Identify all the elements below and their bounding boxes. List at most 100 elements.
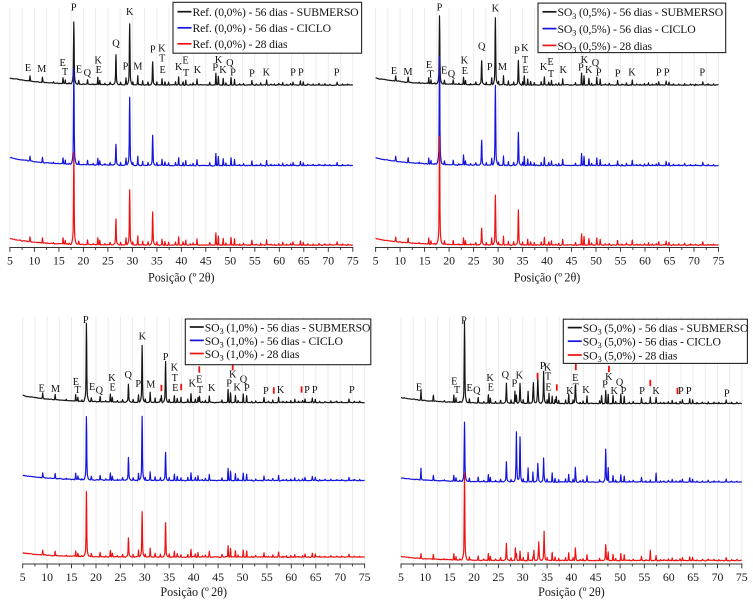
svg-text:P: P	[244, 383, 250, 394]
svg-text:K: K	[652, 386, 660, 397]
svg-text:70: 70	[712, 570, 724, 584]
svg-text:T: T	[183, 68, 190, 79]
svg-text:SO3 (1,0%) - 28 dias: SO3 (1,0%) - 28 dias	[205, 348, 300, 363]
svg-text:E: E	[89, 382, 95, 393]
svg-text:K: K	[582, 385, 590, 396]
svg-text:30: 30	[139, 570, 151, 584]
svg-text:P: P	[578, 63, 584, 74]
svg-text:P: P	[163, 352, 169, 363]
svg-text:70: 70	[322, 253, 334, 267]
svg-text:Q: Q	[448, 69, 456, 80]
svg-text:K: K	[566, 386, 574, 397]
svg-text:SO3 (0,5%) - 56 dias - SUBMERS: SO3 (0,5%) - 56 dias - SUBMERSO	[558, 6, 724, 21]
svg-text:K: K	[521, 43, 529, 54]
svg-text:P: P	[263, 386, 269, 397]
svg-text:E: E	[96, 65, 102, 76]
svg-text:75: 75	[736, 570, 748, 584]
svg-text:25: 25	[493, 570, 505, 584]
svg-text:SO3 (0,5%) - 56 dias - CICLO: SO3 (0,5%) - 56 dias - CICLO	[558, 23, 696, 38]
svg-text:K: K	[139, 332, 147, 343]
svg-text:Q: Q	[226, 58, 234, 69]
svg-text:15: 15	[444, 570, 456, 584]
svg-text:50: 50	[224, 253, 236, 267]
svg-text:P: P	[512, 379, 518, 390]
svg-text:35: 35	[151, 253, 163, 267]
svg-text:T: T	[74, 385, 81, 396]
svg-text:70: 70	[334, 570, 346, 584]
svg-text:E: E	[466, 383, 472, 394]
svg-text:25: 25	[115, 570, 127, 584]
svg-text:K: K	[461, 56, 469, 67]
svg-text:K: K	[585, 65, 593, 76]
svg-text:60: 60	[285, 570, 297, 584]
svg-text:SO3 (5,0%) - 56 dias - CICLO: SO3 (5,0%) - 56 dias - CICLO	[583, 336, 721, 351]
svg-text:75: 75	[359, 570, 371, 584]
svg-text:70: 70	[688, 253, 700, 267]
svg-text:P: P	[540, 361, 546, 372]
svg-text:10: 10	[29, 253, 41, 267]
svg-text:E: E	[109, 383, 115, 394]
svg-text:K: K	[108, 373, 116, 384]
svg-text:T: T	[545, 372, 552, 383]
svg-text:M: M	[146, 380, 155, 391]
svg-text:50: 50	[237, 570, 249, 584]
svg-text:K: K	[208, 383, 216, 394]
svg-text:30: 30	[517, 570, 529, 584]
svg-text:P: P	[135, 379, 141, 390]
svg-text:K: K	[175, 62, 183, 73]
svg-text:T: T	[573, 383, 580, 394]
svg-text:E: E	[391, 66, 397, 77]
svg-text:P: P	[437, 3, 443, 14]
svg-text:Ref. (0,0%) - 28 dias: Ref. (0,0%) - 28 dias	[193, 38, 288, 51]
svg-text:15: 15	[66, 570, 78, 584]
svg-text:P: P	[123, 62, 129, 73]
svg-text:E: E	[39, 384, 45, 395]
svg-text:T: T	[197, 385, 204, 396]
svg-text:P: P	[298, 68, 304, 79]
svg-text:K: K	[215, 55, 223, 66]
svg-text:E: E	[545, 383, 551, 394]
svg-text:K: K	[171, 363, 179, 374]
svg-text:Q: Q	[478, 42, 486, 53]
svg-text:5: 5	[373, 253, 379, 267]
svg-text:K: K	[277, 385, 285, 396]
svg-text:T: T	[548, 69, 555, 80]
svg-text:10: 10	[394, 253, 406, 267]
svg-text:K: K	[94, 56, 102, 67]
svg-text:K: K	[158, 44, 166, 55]
svg-text:Ref. (0,0%) - 56 dias - CICLO: Ref. (0,0%) - 56 dias - CICLO	[193, 22, 331, 35]
svg-text:SO3 (0,5%) - 28 dias: SO3 (0,5%) - 28 dias	[558, 40, 653, 55]
svg-text:P: P	[602, 380, 608, 391]
svg-text:T: T	[62, 67, 69, 78]
svg-text:5: 5	[20, 570, 26, 584]
svg-text:E: E	[547, 57, 553, 68]
svg-text:15: 15	[53, 253, 65, 267]
svg-text:Posição (º 2θ): Posição (º 2θ)	[538, 585, 605, 599]
svg-text:Q: Q	[473, 386, 481, 397]
svg-text:65: 65	[664, 253, 676, 267]
svg-text:E: E	[59, 58, 65, 69]
svg-text:20: 20	[443, 253, 455, 267]
svg-text:60: 60	[273, 253, 285, 267]
svg-text:K: K	[516, 371, 524, 382]
svg-text:25: 25	[468, 253, 480, 267]
svg-text:K: K	[486, 373, 494, 384]
svg-text:50: 50	[590, 253, 602, 267]
svg-text:K: K	[610, 386, 618, 397]
svg-text:35: 35	[517, 253, 529, 267]
svg-text:E: E	[160, 65, 166, 76]
svg-text:60: 60	[639, 253, 651, 267]
svg-text:65: 65	[687, 570, 699, 584]
svg-text:E: E	[572, 373, 578, 384]
svg-text:P: P	[621, 386, 627, 397]
svg-text:P: P	[212, 63, 218, 74]
svg-text:40: 40	[188, 570, 200, 584]
svg-text:P: P	[699, 68, 705, 79]
svg-text:10: 10	[41, 570, 53, 584]
svg-text:45: 45	[200, 253, 212, 267]
svg-text:55: 55	[261, 570, 273, 584]
svg-text:55: 55	[639, 570, 651, 584]
svg-text:P: P	[249, 69, 255, 80]
svg-text:T: T	[522, 55, 529, 66]
svg-text:T: T	[454, 385, 461, 396]
